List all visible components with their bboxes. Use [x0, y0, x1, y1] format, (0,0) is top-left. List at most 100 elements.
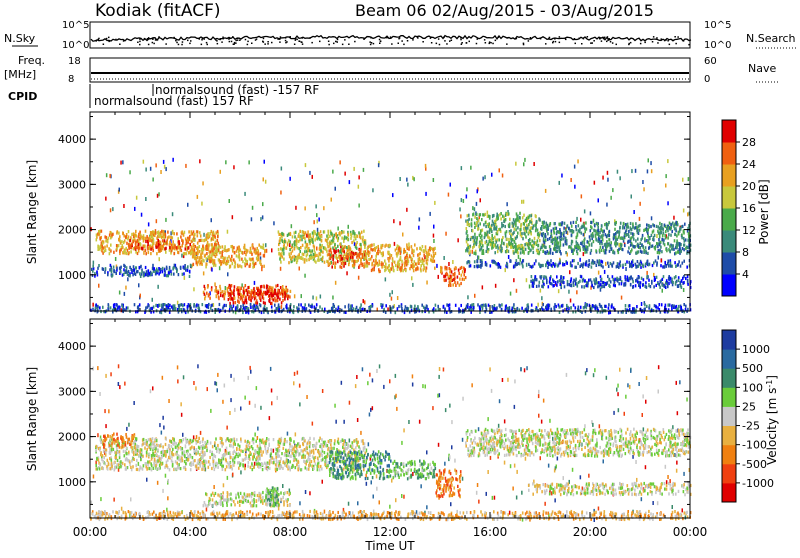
nsearch-dot	[371, 42, 373, 44]
noise-pixel	[574, 185, 576, 189]
noise-pixel	[252, 206, 254, 210]
range-cell	[639, 286, 641, 289]
range-cell	[517, 232, 519, 235]
noise-pixel	[150, 167, 152, 171]
noise-pixel	[331, 198, 333, 202]
range-cell	[551, 282, 553, 285]
range-cell	[207, 286, 209, 289]
noise-pixel	[487, 211, 489, 215]
nsearch-dot	[370, 44, 372, 46]
range-cell	[109, 234, 111, 237]
noise-pixel	[291, 224, 293, 228]
noise-pixel	[457, 238, 459, 242]
range-cell	[153, 239, 155, 242]
range-cell	[672, 222, 674, 225]
range-cell	[254, 263, 256, 266]
noise-pixel	[472, 250, 474, 254]
range-cell	[171, 305, 173, 308]
range-cell	[512, 232, 514, 235]
noise-pixel	[482, 177, 484, 181]
range-cell	[672, 244, 674, 247]
nsearch-dot	[363, 39, 365, 41]
nsearch-dot	[640, 43, 642, 45]
range-cell	[227, 257, 229, 260]
range-cell	[643, 229, 645, 232]
range-cell	[179, 242, 181, 245]
range-cell	[611, 306, 613, 309]
range-cell	[485, 241, 487, 244]
range-cell	[435, 304, 437, 307]
range-cell	[583, 306, 585, 309]
noise-pixel	[301, 294, 303, 298]
range-cell	[661, 303, 663, 306]
noise-pixel	[312, 296, 314, 300]
range-cell	[360, 303, 362, 306]
range-cell	[99, 248, 101, 251]
range-cell	[528, 216, 530, 219]
noise-pixel	[399, 221, 401, 225]
range-cell	[518, 244, 520, 247]
range-cell	[531, 245, 533, 248]
range-cell	[280, 286, 282, 289]
range-cell	[445, 275, 447, 278]
range-cell	[528, 306, 530, 309]
range-cell	[462, 278, 464, 281]
range-cell	[583, 233, 585, 236]
range-cell	[496, 240, 498, 243]
range-cell	[217, 230, 219, 233]
noise-pixel	[580, 218, 582, 222]
noise-pixel	[305, 163, 307, 167]
range-cell	[685, 247, 687, 250]
range-cell	[194, 249, 196, 252]
nsearch-dot	[449, 40, 451, 42]
range-cell	[270, 289, 272, 292]
noise-pixel	[163, 160, 165, 164]
range-cell	[206, 305, 208, 308]
range-cell	[622, 248, 624, 251]
range-cell	[196, 246, 198, 249]
range-cell	[630, 283, 632, 286]
nsearch-dot	[285, 40, 287, 42]
range-cell	[470, 264, 472, 267]
range-cell	[260, 263, 262, 266]
range-cell	[128, 235, 130, 238]
range-cell	[176, 232, 178, 235]
noise-pixel	[568, 290, 570, 294]
range-cell	[591, 307, 593, 310]
range-cell	[217, 235, 219, 238]
range-cell	[636, 252, 638, 255]
freq-label: Freq.	[18, 54, 45, 67]
range-cell	[231, 297, 233, 300]
range-cell	[239, 256, 241, 259]
freq-unit: [MHz]	[4, 68, 36, 81]
range-cell	[601, 225, 603, 228]
range-cell	[411, 245, 413, 248]
range-cell	[101, 230, 103, 233]
range-cell	[588, 259, 590, 262]
range-cell	[471, 218, 473, 221]
noise-pixel	[477, 189, 479, 193]
noise-pixel	[617, 170, 619, 174]
range-cell	[593, 229, 595, 232]
range-cell	[505, 232, 507, 235]
noise-pixel	[650, 161, 652, 165]
range-cell	[156, 242, 158, 245]
range-cell	[648, 263, 650, 266]
range-cell	[506, 238, 508, 241]
range-cell	[263, 254, 265, 257]
range-cell	[364, 241, 366, 244]
range-cell	[592, 235, 594, 238]
range-cell	[479, 305, 481, 308]
noise-pixel	[138, 283, 140, 287]
range-cell	[653, 224, 655, 227]
range-cell	[205, 262, 207, 265]
range-cell	[632, 222, 634, 225]
range-cell	[666, 227, 668, 230]
noise-pixel	[584, 209, 586, 213]
range-cell	[581, 285, 583, 288]
nsearch-dot	[148, 44, 150, 46]
range-cell	[201, 260, 203, 263]
range-cell	[108, 303, 110, 306]
range-cell	[200, 234, 202, 237]
range-cell	[284, 240, 286, 243]
